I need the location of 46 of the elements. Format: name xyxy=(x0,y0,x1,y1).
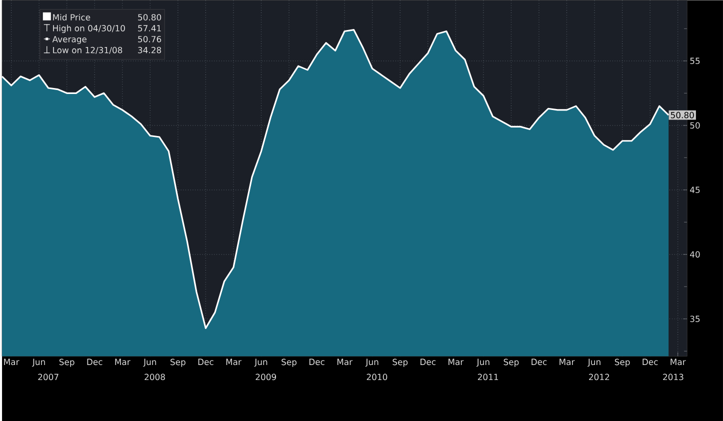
x-tick-label: Sep xyxy=(614,358,630,367)
text: 2013 xyxy=(663,374,684,380)
x-tick-label: Jun xyxy=(587,358,600,367)
annotation: 57.41 xyxy=(138,25,161,32)
x-tick-label: Mar xyxy=(115,358,130,366)
x-tick-label: Jun xyxy=(32,358,45,367)
x-tick-label: Dec xyxy=(642,358,658,366)
text: 2010 xyxy=(366,374,388,380)
x-tick-label: Sep xyxy=(59,358,74,367)
annotation: Low on 12/31/08 xyxy=(53,46,122,54)
x-tick-label: Sep xyxy=(282,358,297,367)
x-tick-label: Mar xyxy=(4,358,20,366)
x-tick-label: Jun xyxy=(365,358,378,367)
annotation: 50.76 xyxy=(138,36,162,42)
x-tick-label: Mar xyxy=(670,358,686,366)
x-tick-label: Dec xyxy=(420,358,436,366)
annotation: Average xyxy=(52,36,87,44)
x-tick-label: Mar xyxy=(448,358,464,366)
y-tick-label: 35 xyxy=(690,316,700,322)
annotation: 50.80 xyxy=(670,112,694,118)
y-tick-label: 50 xyxy=(690,122,700,129)
text: 2008 xyxy=(144,374,165,380)
x-tick-label: Dec xyxy=(309,358,324,366)
x-tick-label: Dec xyxy=(198,358,214,366)
x-tick-label: Sep xyxy=(504,358,519,367)
x-tick-label: Mar xyxy=(337,358,353,366)
text: 2007 xyxy=(38,374,58,380)
text: 2012 xyxy=(589,374,610,380)
x-tick-label: Mar xyxy=(560,358,575,366)
y-tick-label: 55 xyxy=(690,58,700,64)
x-tick-label: Jun xyxy=(143,358,156,367)
x-tick-label: Jun xyxy=(254,358,268,367)
annotation: High on 04/30/10 xyxy=(53,24,125,34)
text: 2011 xyxy=(478,374,498,380)
x-tick-label: Dec xyxy=(532,358,547,366)
x-tick-label: Sep xyxy=(392,358,408,367)
x-tick-label: Sep xyxy=(170,358,186,367)
x-tick-label: Dec xyxy=(87,358,102,366)
x-tick-label: Jun xyxy=(476,358,490,367)
y-tick-label: 40 xyxy=(690,251,700,258)
y-tick-label: 45 xyxy=(690,186,700,193)
annotation: 34.28 xyxy=(138,46,162,54)
text: 2009 xyxy=(256,374,276,380)
legend-label: Mid Price xyxy=(53,14,90,20)
x-tick-label: Mar xyxy=(226,358,242,366)
annotation: 50.80 xyxy=(138,14,162,20)
